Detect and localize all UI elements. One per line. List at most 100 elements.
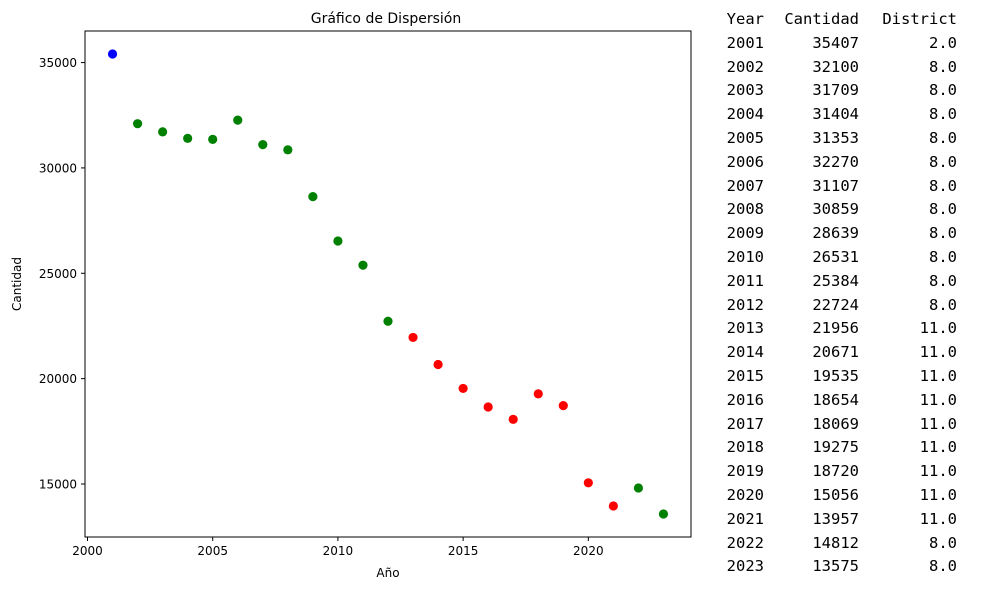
table-cell-district: 8.0 (929, 271, 957, 290)
scatter-point (208, 134, 218, 145)
table-row: 2017 18069 11.0 (718, 413, 957, 437)
x-tick-label: 2000 (72, 544, 103, 558)
column-header-cantidad: Cantidad (784, 10, 859, 28)
table-row: 2005 31353 8.0 (718, 127, 957, 151)
table-cell-cantidad: 32100 (812, 57, 859, 76)
table-cell-cantidad: 31107 (812, 176, 859, 195)
table-cell-cantidad: 28639 (812, 224, 859, 243)
scatter-point (258, 139, 268, 150)
table-row: 2006 32270 8.0 (718, 151, 957, 175)
table-cell-year: 2020 (726, 485, 764, 504)
table-cell-year: 2011 (726, 271, 764, 290)
table-cell-year: 2019 (726, 462, 764, 481)
table-cell-district: 8.0 (929, 105, 957, 124)
scatter-point (558, 401, 568, 411)
table-row: 2012 22724 8.0 (718, 294, 957, 318)
data-table: Year Cantidad District 2001 35407 2.0 2002 3… (718, 8, 957, 579)
table-cell-district: 11.0 (919, 485, 957, 504)
table-row: 2013 21956 11.0 (718, 317, 957, 341)
scatter-point (107, 49, 118, 59)
table-cell-year: 2023 (726, 557, 764, 576)
table-cell-cantidad: 26531 (812, 247, 859, 266)
table-cell-cantidad: 31353 (812, 128, 859, 147)
table-cell-cantidad: 31709 (812, 81, 859, 100)
table-cell-cantidad: 19535 (812, 366, 859, 385)
table-cell-district: 11.0 (919, 414, 957, 433)
scatter-point (533, 389, 543, 399)
x-tick-label: 2020 (573, 544, 604, 558)
table-cell-cantidad: 32270 (812, 152, 859, 171)
table-cell-district: 8.0 (929, 533, 957, 552)
x-tick-label: 2010 (323, 544, 354, 558)
table-cell-cantidad: 30859 (812, 200, 859, 219)
table-cell-year: 2016 (726, 390, 764, 409)
scatter-point (283, 145, 293, 155)
y-tick-label: 30000 (39, 161, 77, 175)
table-row: 2019 18720 11.0 (718, 460, 957, 484)
x-axis-label: Año (376, 566, 399, 580)
chart-title: Gráfico de Dispersión (311, 11, 462, 27)
scatter-point (483, 402, 493, 412)
scatter-point (183, 133, 193, 143)
table-row: 2011 25384 8.0 (718, 270, 957, 294)
table-row: 2021 13957 11.0 (718, 508, 957, 532)
table-body: 2001 35407 2.0 2002 32100 8.0 2003 31709 8.0 2004… (718, 32, 957, 579)
table-cell-district: 8.0 (929, 224, 957, 243)
table-cell-year: 2007 (726, 176, 764, 195)
table-cell-district: 8.0 (929, 295, 957, 314)
y-tick-label: 35000 (39, 56, 77, 70)
table-cell-cantidad: 35407 (812, 33, 859, 52)
table-cell-cantidad: 22724 (812, 295, 859, 314)
table-row: 2022 14812 8.0 (718, 532, 957, 556)
table-cell-year: 2009 (726, 224, 764, 243)
table-row: 2001 35407 2.0 (718, 32, 957, 56)
table-cell-year: 2015 (726, 366, 764, 385)
column-header-district: District (882, 10, 957, 28)
table-cell-district: 11.0 (919, 438, 957, 457)
scatter-point (508, 414, 518, 424)
table-row: 2002 32100 8.0 (718, 56, 957, 80)
table-cell-district: 8.0 (929, 57, 957, 76)
table-cell-year: 2001 (726, 33, 764, 52)
table-cell-cantidad: 13575 (812, 557, 859, 576)
table-cell-cantidad: 25384 (812, 271, 859, 290)
table-cell-year: 2022 (726, 533, 764, 552)
table-cell-year: 2017 (726, 414, 764, 433)
table-cell-year: 2018 (726, 438, 764, 457)
table-cell-district: 2.0 (929, 33, 957, 52)
table-row: 2014 20671 11.0 (718, 341, 957, 365)
x-tick-label: 2015 (448, 544, 479, 558)
y-tick-label: 20000 (39, 372, 77, 386)
table-cell-cantidad: 21956 (812, 319, 859, 338)
table-cell-year: 2006 (726, 152, 764, 171)
table-cell-year: 2021 (726, 509, 764, 528)
scatter-point (333, 236, 343, 246)
scatter-chart: Gráfico de Dispersión 2000 2005 2010 2015 20… (10, 11, 692, 580)
scatter-point (132, 119, 143, 129)
table-cell-cantidad: 13957 (812, 509, 859, 528)
table-cell-year: 2002 (726, 57, 764, 76)
table-cell-year: 2004 (726, 105, 764, 124)
scatter-point (633, 483, 644, 493)
table-cell-district: 8.0 (929, 81, 957, 100)
table-cell-cantidad: 18069 (812, 414, 859, 433)
table-cell-cantidad: 18720 (812, 462, 859, 481)
table-cell-cantidad: 18654 (812, 390, 859, 409)
y-tick-label: 15000 (39, 477, 77, 491)
table-cell-district: 8.0 (929, 200, 957, 219)
table-cell-year: 2005 (726, 128, 764, 147)
table-row: 2004 31404 8.0 (718, 103, 957, 127)
scatter-point (458, 383, 468, 394)
scatter-points (107, 49, 669, 519)
x-axis-ticks: 2000 2005 2010 2015 2020 (72, 537, 604, 558)
table-row: 2003 31709 8.0 (718, 79, 957, 103)
table-cell-year: 2012 (726, 295, 764, 314)
table-cell-district: 8.0 (929, 247, 957, 266)
scatter-point (433, 359, 443, 370)
table-row: 2010 26531 8.0 (718, 246, 957, 270)
table-cell-year: 2008 (726, 200, 764, 219)
table-cell-year: 2014 (726, 343, 764, 362)
table-cell-district: 11.0 (919, 509, 957, 528)
scatter-point (358, 260, 368, 270)
table-cell-district: 11.0 (919, 319, 957, 338)
